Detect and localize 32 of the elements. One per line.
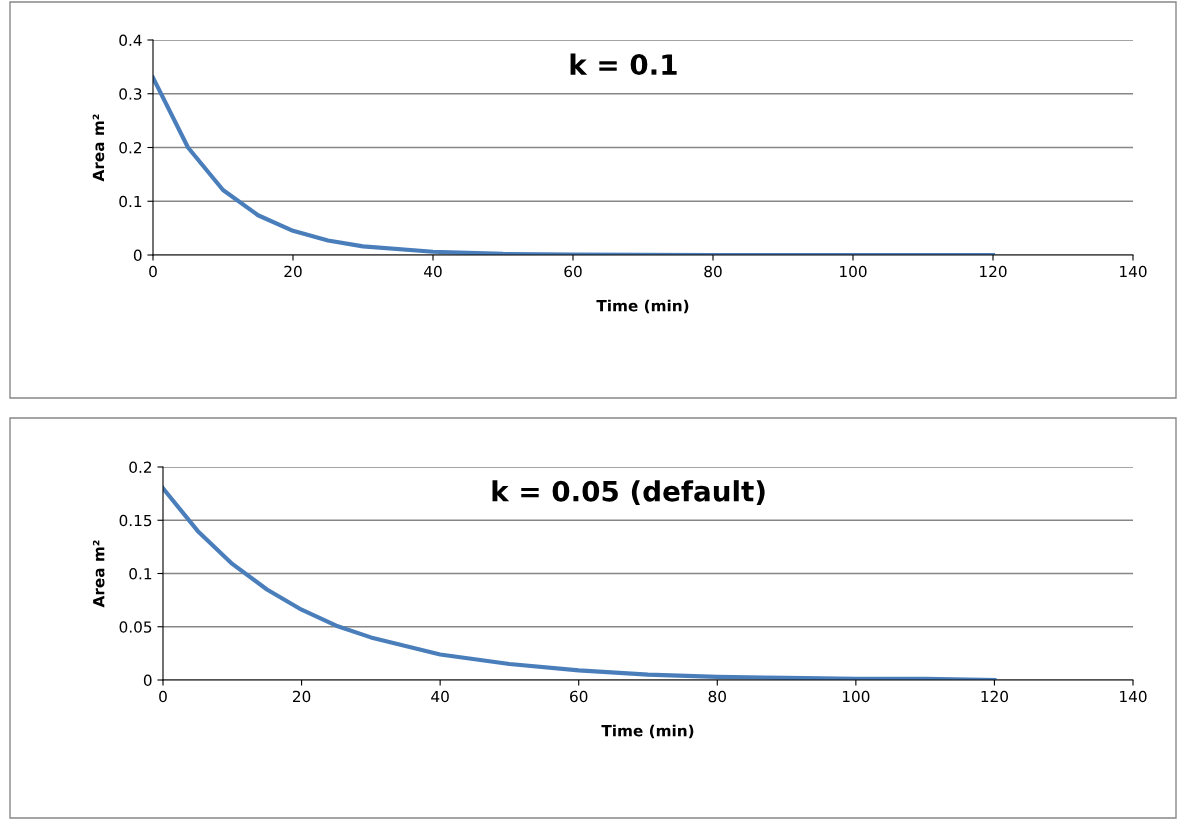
y-tick-label: 0.4: [119, 34, 142, 47]
x-tick-label: 60: [570, 690, 588, 703]
y-tick-label: 0: [143, 674, 152, 687]
y-tick-label: 0.1: [129, 567, 152, 580]
y-tick-label: 0.2: [119, 141, 142, 154]
y-tick-label: 0.3: [119, 88, 142, 100]
y-axis-title: Area m²: [92, 540, 105, 608]
x-tick-label: 40: [431, 690, 449, 703]
chart-title: k = 0.05 (default): [492, 480, 765, 505]
chart-title: k = 0.1: [570, 53, 677, 76]
y-tick-label: 0: [133, 249, 142, 262]
y-tick-label: 0.2: [129, 461, 152, 474]
y-tick-label: 0.15: [119, 514, 152, 527]
x-tick-label: 0: [159, 690, 167, 703]
x-tick-label: 140: [1120, 690, 1147, 703]
x-tick-label: 40: [424, 265, 442, 278]
y-axis-title: Area m²: [92, 114, 105, 182]
x-tick-label: 140: [1120, 265, 1147, 278]
x-axis-title: Time (min): [596, 299, 689, 314]
x-tick-label: 80: [704, 265, 722, 278]
line-series: [153, 75, 996, 255]
y-tick-label: 0.1: [119, 195, 142, 208]
x-axis-title: Time (min): [601, 724, 694, 739]
x-tick-label: 80: [708, 690, 726, 703]
x-tick-label: 20: [284, 265, 302, 278]
x-tick-label: 100: [840, 265, 867, 278]
x-tick-label: 100: [842, 690, 870, 703]
x-tick-label: 120: [980, 265, 1007, 278]
x-tick-label: 20: [292, 690, 311, 703]
x-tick-label: 60: [564, 265, 582, 278]
x-tick-label: 120: [981, 690, 1008, 703]
y-tick-label: 0.05: [119, 621, 152, 633]
